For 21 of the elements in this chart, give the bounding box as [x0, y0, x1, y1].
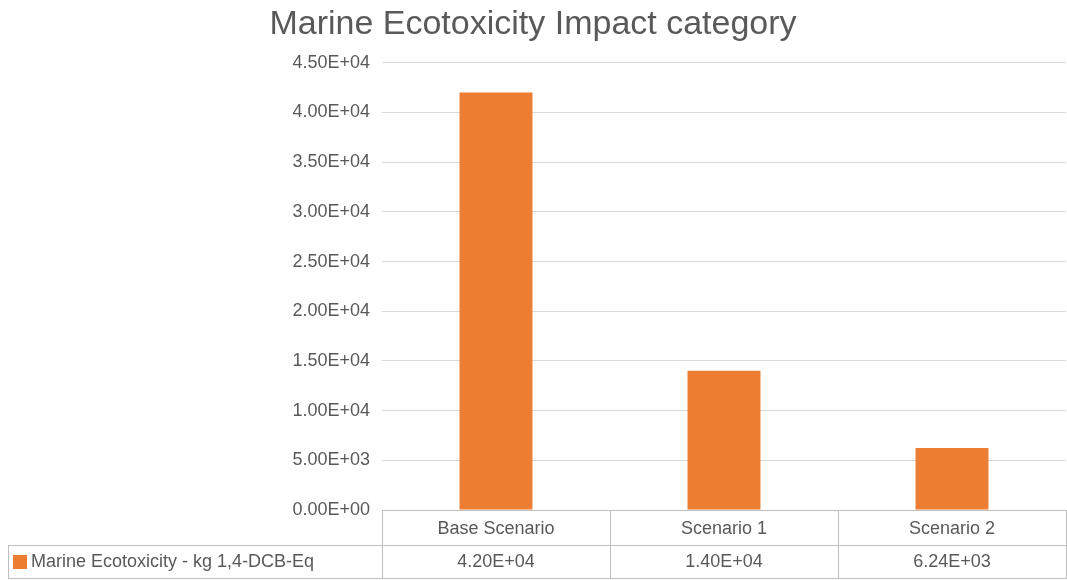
- bar: [459, 92, 533, 510]
- legend-label: Marine Ecotoxicity - kg 1,4-DCB-Eq: [31, 550, 315, 571]
- y-tick-label: 4.50E+04: [292, 51, 370, 72]
- x-tick-label: Scenario 1: [680, 517, 768, 538]
- data-label: 4.20E+04: [457, 550, 535, 571]
- data-label: 6.24E+03: [913, 550, 991, 571]
- bar: [915, 447, 989, 510]
- bar: [687, 370, 761, 510]
- y-tick-label: 2.00E+04: [292, 300, 370, 321]
- x-tick-label: Scenario 2: [908, 517, 996, 538]
- y-tick-label: 3.50E+04: [292, 151, 370, 172]
- y-tick-label: 4.00E+04: [292, 101, 370, 122]
- data-label: 1.40E+04: [685, 550, 763, 571]
- y-tick-label: 2.50E+04: [292, 250, 370, 271]
- x-tick-label: Base Scenario: [437, 517, 555, 538]
- y-tick-label: 1.50E+04: [292, 349, 370, 370]
- chart-title: Marine Ecotoxicity Impact category: [269, 2, 797, 41]
- y-tick-label: 5.00E+03: [292, 449, 370, 470]
- y-tick-label: 0.00E+00: [292, 498, 370, 519]
- y-tick-label: 3.00E+04: [292, 200, 370, 221]
- y-tick-label: 1.00E+04: [292, 399, 370, 420]
